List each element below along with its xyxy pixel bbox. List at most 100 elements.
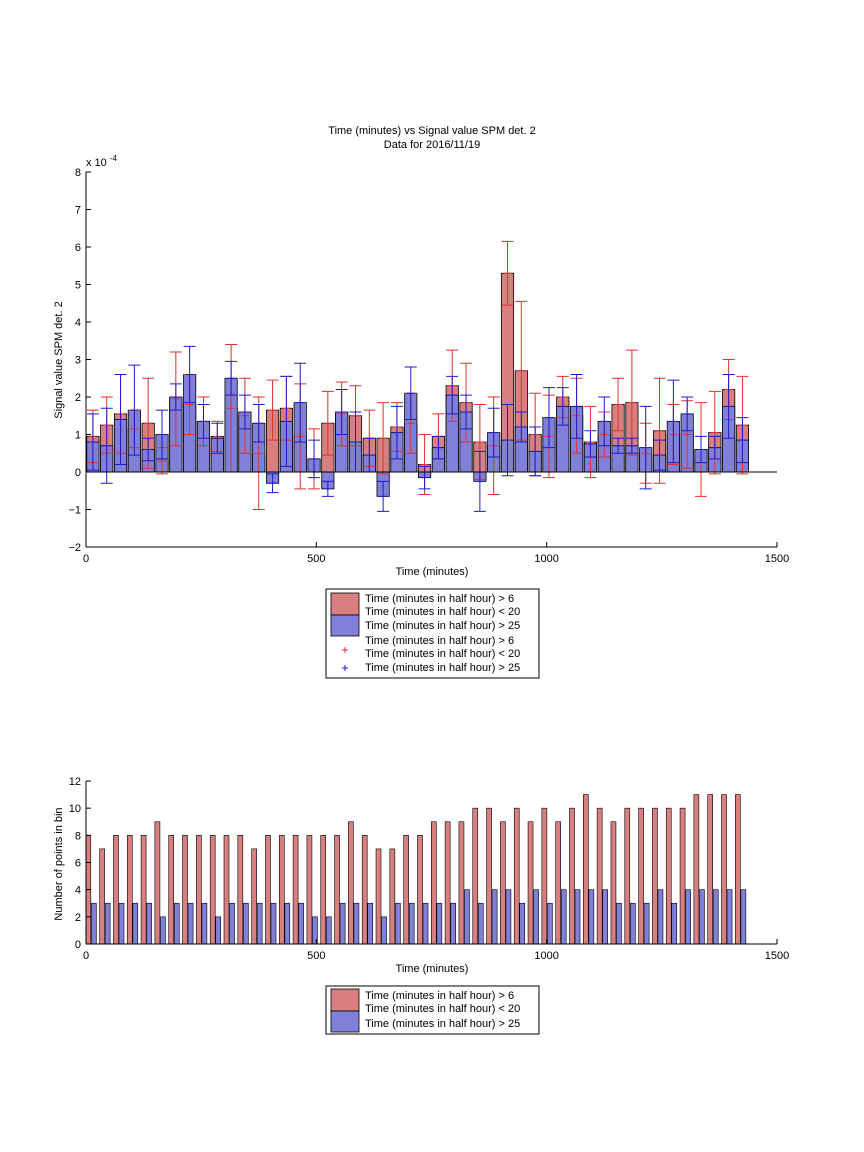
chart1-ylabel: Signal value SPM det. 2 [53,301,65,418]
chart2-red-bar [196,835,202,945]
chart2-blue-bar [91,902,97,945]
chart2-red-bar [707,794,714,945]
chart2-red-bar [209,835,216,945]
chart1-legend-box [325,588,540,679]
chart1-y-tick-label: −1 [68,505,81,517]
chart2-blue-bar [243,902,249,945]
chart1-legend-label: Time (minutes in half hour) > 25 [365,620,520,632]
chart2-red-bar [638,807,644,945]
chart1-plot-area [86,172,777,547]
chart2-blue-bar [560,889,567,945]
chart1-x-tick-label: 1000 [534,553,558,565]
chart2-red-bar [237,835,244,945]
chart2-ylabel: Number of points in bin [53,807,65,920]
chart2-red-bar [596,807,603,945]
chart2-blue-bar [740,889,747,945]
chart2-red-bar [652,807,658,945]
chart2-blue-bar [464,889,470,945]
chart2-blue-bar [685,889,691,945]
chart2-red-bar [527,821,534,945]
chart2-blue-bar [519,902,526,945]
chart2-red-bar [126,835,133,945]
chart2-y-tick-label: 10 [69,803,81,815]
chart2-red-bar [679,807,686,945]
chart2-legend-box [325,985,540,1035]
chart2-red-bar [693,794,700,945]
chart2-red-bar [403,835,409,945]
chart2-red-bar [458,821,465,945]
chart1-y-tick-label: −2 [68,542,81,554]
chart2-red-bar [265,835,271,945]
chart2-blue-bar [436,902,443,945]
chart2-blue-bar [726,889,733,945]
chart2-red-bar [113,835,119,945]
chart2-red-bar [278,835,285,945]
chart2-red-bar [624,807,631,945]
chart1-x-tick-label: 0 [83,553,89,565]
chart2-red-bar [168,835,175,945]
chart2-blue-bar [173,902,180,945]
chart2-xlabel: Time (minutes) [396,963,469,975]
chart2-blue-bar [298,902,304,945]
chart1-legend-label: Time (minutes in half hour) > 6 [365,593,514,605]
chart2-blue-bar [588,889,595,945]
chart2-red-bar [223,835,230,945]
chart2-blue-bar [699,889,705,945]
chart2-red-bar [306,835,313,945]
chart2-y-tick-label: 0 [75,939,81,951]
chart2-legend-swatch-blue [330,1010,360,1033]
chart2-red-bar [251,848,257,945]
chart2-blue-bar [422,902,429,945]
chart2-blue-bar [339,902,346,945]
chart2-red-bar [431,821,437,945]
chart2-blue-bar [491,889,498,945]
chart2-blue-bar [270,902,277,945]
chart2-blue-bar [201,902,208,945]
chart2-x-tick-label: 0 [83,950,89,962]
chart2-legend-swatch-red [330,988,360,1012]
chart2-red-bar [583,794,589,945]
chart2-red-bar [472,807,479,945]
chart2-blue-bar [505,889,512,945]
chart2-red-bar [320,835,327,945]
chart2-blue-bar [533,889,539,945]
chart2-blue-bar [146,902,152,945]
chart1-legend-label: Time (minutes in half hour) > 25 [365,662,520,674]
chart1-y-tick-label: 4 [75,317,81,329]
chart2-blue-bar [229,902,235,945]
chart2-blue-bar [160,916,166,945]
chart2-red-bar [361,835,368,945]
chart2-red-bar [486,807,492,945]
chart2-blue-bar [657,889,664,945]
chart2-red-bar [154,821,161,945]
chart2-blue-bar [408,902,415,945]
chart2-legend-label: Time (minutes in half hour) < 20 [365,1003,520,1015]
chart1-legend-swatch-red [330,592,360,616]
chart2-red-bar [140,835,147,945]
chart1-y-multiplier: x 10 -4 [86,154,118,169]
chart2-y-tick-label: 12 [69,776,81,788]
chart1-y-tick-label: 2 [75,392,81,404]
chart2-x-tick-label: 1500 [765,950,789,962]
chart2-red-bar [444,821,451,945]
chart2-y-tick-label: 2 [75,912,81,924]
chart1-legend-label: Time (minutes in half hour) < 20 [365,606,520,618]
chart2-blue-bar [381,916,387,945]
chart1-legend-label: Time (minutes in half hour) > 6 [365,635,514,647]
chart1-y-tick-label: 6 [75,242,81,254]
chart2-blue-bar [602,889,608,945]
chart2-blue-bar [215,916,222,945]
chart2-blue-bar [547,902,553,945]
chart2-legend-label: Time (minutes in half hour) > 6 [365,990,514,1002]
chart2-blue-bar [643,902,650,945]
chart2-blue-bar [450,902,456,945]
chart2-red-bar [665,807,672,945]
chart2-blue-bar [395,902,401,945]
chart2-blue-bar [671,902,678,945]
chart2-blue-bar [616,902,622,945]
chart2-blue-bar [118,902,125,945]
chart2-red-bar [292,835,299,945]
chart1-y-tick-label: 5 [75,280,81,292]
